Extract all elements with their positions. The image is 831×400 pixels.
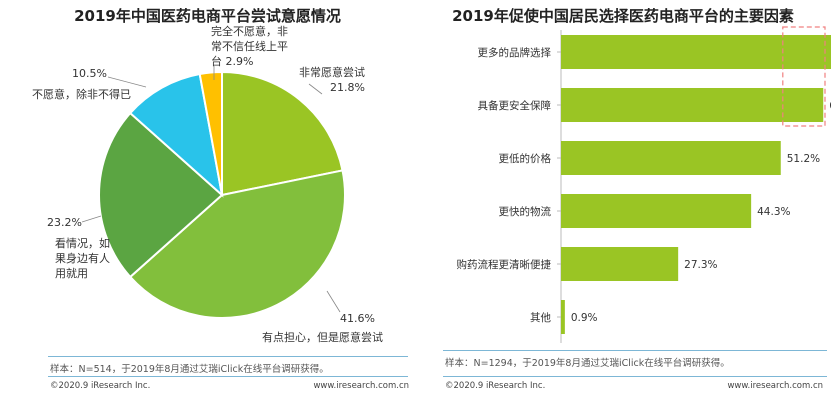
bar-value-label-2: 51.2% <box>787 153 820 165</box>
bar-1 <box>561 88 824 122</box>
left-copyright: ©2020.9 iResearch Inc. <box>50 381 151 391</box>
pie-slice-1 <box>128 169 346 319</box>
pie-label-unwilling-value: 10.5% <box>72 67 107 80</box>
pie-slice-3 <box>128 72 224 198</box>
right-sample-note: 样本：N=1294，于2019年8月通过艾瑞iClick在线平台调研获得。 <box>445 358 730 369</box>
pie-chart-title: 2019年中国医药电商平台尝试意愿情况 <box>74 7 341 25</box>
pie-slice-0 <box>221 70 344 197</box>
pie-label-worried-value: 41.6% <box>340 312 375 325</box>
leader-very-willing <box>308 83 323 95</box>
leader-unwilling <box>107 76 147 88</box>
leader-depends <box>81 215 102 223</box>
bar-category-label-5: 其他 <box>530 311 551 324</box>
bar-2 <box>561 141 781 175</box>
pie-label-not-at-all-line1: 完全不愿意，非 <box>211 24 288 38</box>
left-sample-note: 样本：N=514，于2019年8月通过艾瑞iClick在线平台调研获得。 <box>50 364 329 375</box>
bar-value-label-5: 0.9% <box>571 312 598 324</box>
right-footer-rule <box>443 376 827 377</box>
right-note-rule <box>443 350 827 351</box>
right-site-link[interactable]: www.iresearch.com.cn <box>727 381 823 391</box>
bar-value-label-4: 27.3% <box>684 259 717 271</box>
pie-label-not-at-all-line3: 台 2.9% <box>211 54 253 68</box>
left-footer-rule <box>48 376 408 377</box>
pie-label-very-willing-value: 21.8% <box>330 81 365 94</box>
pie-chart: 非常愿意尝试 21.8% 41.6% 有点担心，但是愿意尝试 23.2% 看情况，如果身边… <box>32 24 383 344</box>
pie-label-very-willing-text: 非常愿意尝试 <box>299 65 365 79</box>
bar-3 <box>561 194 752 228</box>
pie-label-depends-line2: 果身边有人 <box>55 251 110 265</box>
bar-chart-title: 2019年促使中国居民选择医药电商平台的主要因素 <box>452 7 794 25</box>
bar-chart: 更多的品牌选择67.1%具备更安全保障61.1%更低的价格51.2%更快的物流4… <box>457 26 831 343</box>
left-note-rule <box>48 356 408 357</box>
pie-label-depends-value: 23.2% <box>47 216 82 229</box>
bar-5 <box>561 300 565 334</box>
pie-label-not-at-all-line2: 常不信任线上平 <box>211 39 288 53</box>
bar-category-label-0: 更多的品牌选择 <box>478 46 552 59</box>
left-site-link[interactable]: www.iresearch.com.cn <box>313 381 409 391</box>
bar-category-label-4: 购药流程更清晰便捷 <box>457 258 552 271</box>
bar-0 <box>561 35 831 69</box>
bar-category-label-3: 更快的物流 <box>499 205 552 218</box>
leader-worried <box>326 290 341 313</box>
bar-value-label-1: 61.1% <box>829 100 831 112</box>
pie-label-depends-line3: 用就用 <box>55 266 88 280</box>
pie-slice-2 <box>98 111 224 279</box>
highlight-box <box>782 26 826 127</box>
right-copyright: ©2020.9 iResearch Inc. <box>445 381 546 391</box>
bar-4 <box>561 247 679 281</box>
pie-label-unwilling-text: 不愿意，除非不得已 <box>32 87 131 101</box>
bar-category-label-1: 具备更安全保障 <box>478 99 552 112</box>
pie-label-depends-line1: 看情况，如 <box>55 236 110 250</box>
bar-value-label-3: 44.3% <box>757 206 790 218</box>
pie-panel: 2019年中国医药电商平台尝试意愿情况 非常愿意尝试 21.8% 41.6% 有点担心… <box>0 0 415 400</box>
pie-slice-4 <box>198 70 223 196</box>
bar-panel: 2019年促使中国居民选择医药电商平台的主要因素 更多的品牌选择67.1%具备更… <box>415 0 831 400</box>
bar-category-label-2: 更低的价格 <box>499 152 552 165</box>
pie-label-worried-text: 有点担心，但是愿意尝试 <box>262 330 383 344</box>
